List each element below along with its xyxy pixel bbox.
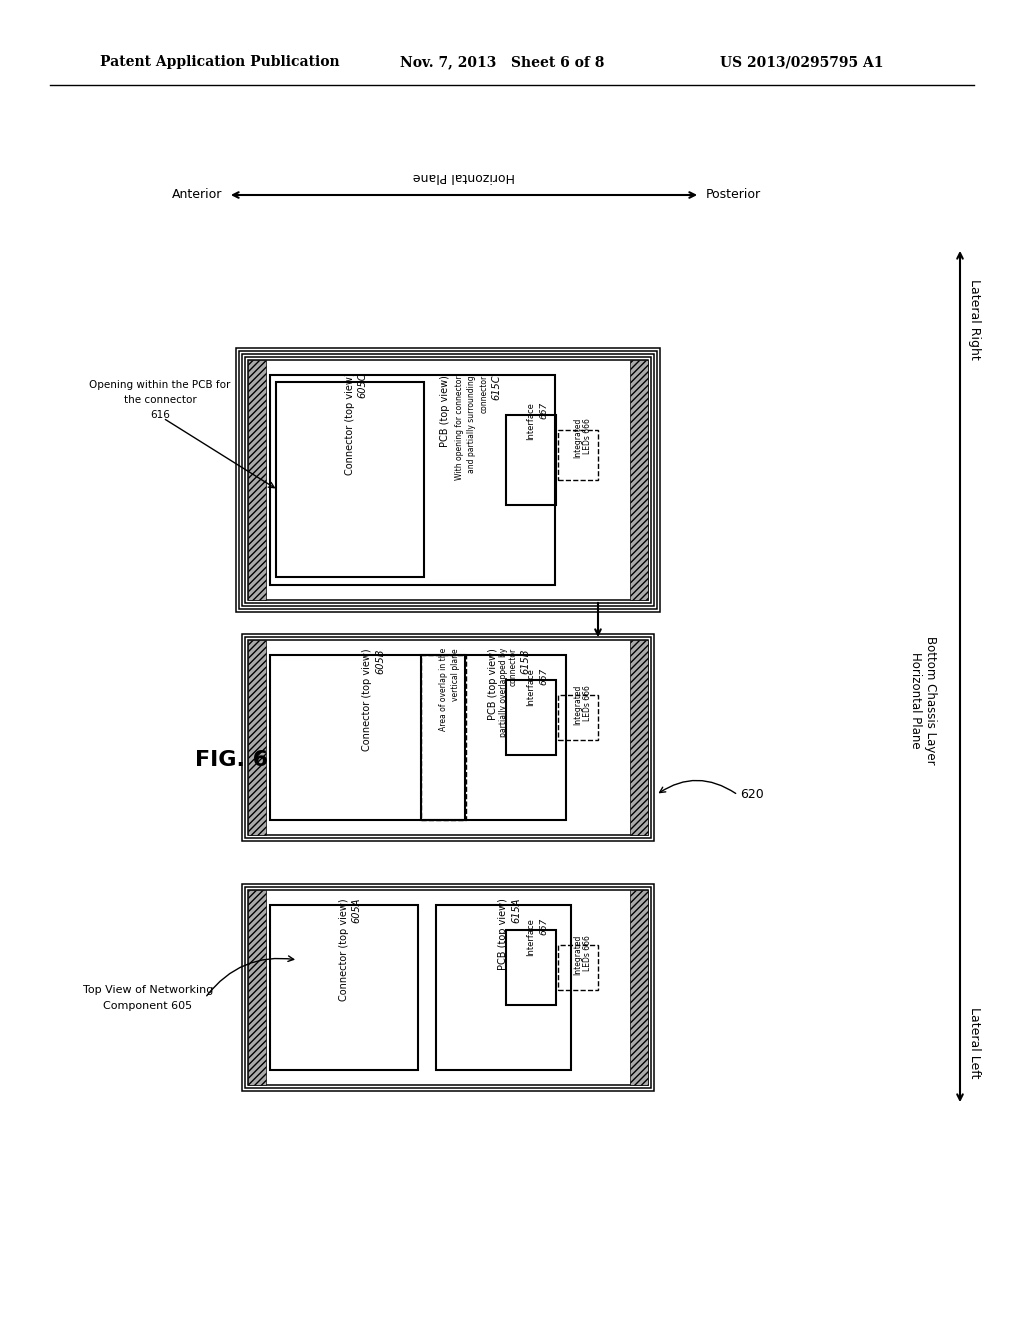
Text: Posterior: Posterior <box>706 189 761 202</box>
Text: 620: 620 <box>740 788 764 801</box>
Bar <box>248 640 648 836</box>
Text: Top View of Networking: Top View of Networking <box>83 985 213 995</box>
Text: Anterior: Anterior <box>172 189 222 202</box>
Text: LEDs 666: LEDs 666 <box>584 418 593 454</box>
Text: US 2013/0295795 A1: US 2013/0295795 A1 <box>720 55 884 69</box>
Bar <box>421 655 466 820</box>
Bar <box>276 381 424 577</box>
Text: 667: 667 <box>540 668 549 685</box>
Text: With opening for connector: With opening for connector <box>456 375 465 479</box>
Bar <box>630 890 648 1085</box>
Text: PCB (top view): PCB (top view) <box>498 898 508 970</box>
Bar <box>248 360 648 601</box>
Text: Bottom Chassis Layer: Bottom Chassis Layer <box>924 636 937 764</box>
Bar <box>245 887 651 1088</box>
Text: partially overlapped by: partially overlapped by <box>499 648 508 738</box>
Text: Integrated: Integrated <box>573 685 583 726</box>
Text: Opening within the PCB for: Opening within the PCB for <box>89 380 230 389</box>
Bar <box>506 931 556 1005</box>
Text: Connector (top view): Connector (top view) <box>345 372 355 475</box>
Text: 605C: 605C <box>357 372 367 397</box>
Bar <box>506 680 556 755</box>
Text: Interface: Interface <box>526 403 536 440</box>
Text: Lateral Right: Lateral Right <box>968 279 981 359</box>
Bar <box>630 360 648 601</box>
Text: connector: connector <box>479 375 488 413</box>
Text: PCB (top view): PCB (top view) <box>440 375 450 447</box>
Text: 667: 667 <box>540 917 549 936</box>
Text: connector: connector <box>509 648 517 686</box>
Text: FIG. 6: FIG. 6 <box>195 750 268 770</box>
Text: Lateral Left: Lateral Left <box>968 1007 981 1078</box>
Bar <box>630 640 648 836</box>
Bar <box>506 414 556 506</box>
Bar <box>236 348 660 612</box>
Bar <box>242 634 654 841</box>
Text: 615C: 615C <box>490 375 501 400</box>
Text: Horizontal Plane: Horizontal Plane <box>413 170 515 183</box>
Bar <box>558 945 598 990</box>
Bar <box>270 655 465 820</box>
Bar <box>436 906 571 1071</box>
Bar <box>242 884 654 1092</box>
Bar <box>421 655 566 820</box>
Text: Connector (top view): Connector (top view) <box>339 898 349 1001</box>
Text: Interface: Interface <box>526 917 536 956</box>
Text: Patent Application Publication: Patent Application Publication <box>100 55 340 69</box>
Bar <box>270 375 555 585</box>
Text: PCB (top view): PCB (top view) <box>488 648 498 719</box>
Text: Horizontal Plane: Horizontal Plane <box>908 652 922 748</box>
Text: Nov. 7, 2013   Sheet 6 of 8: Nov. 7, 2013 Sheet 6 of 8 <box>400 55 604 69</box>
Text: 615A: 615A <box>511 898 521 924</box>
Text: Integrated: Integrated <box>573 935 583 975</box>
Text: Interface: Interface <box>526 668 536 706</box>
Bar <box>248 890 648 1085</box>
Text: Area of overlap in the: Area of overlap in the <box>438 648 447 731</box>
Text: Integrated: Integrated <box>573 418 583 458</box>
Text: Connector (top view): Connector (top view) <box>362 648 372 751</box>
Bar <box>270 906 418 1071</box>
Bar <box>248 360 266 601</box>
Text: 615B: 615B <box>520 648 530 673</box>
Bar <box>239 351 657 609</box>
Text: Component 605: Component 605 <box>103 1001 193 1011</box>
Bar <box>245 638 651 838</box>
Text: 605B: 605B <box>375 648 385 673</box>
Text: LEDs 666: LEDs 666 <box>584 685 593 721</box>
Text: 616: 616 <box>151 411 170 420</box>
Text: and partially surrounding: and partially surrounding <box>468 375 476 473</box>
Bar <box>242 354 654 606</box>
Bar <box>558 430 598 480</box>
Text: 605A: 605A <box>351 898 361 924</box>
Bar <box>558 696 598 741</box>
Text: vertical plane: vertical plane <box>452 648 461 701</box>
Bar <box>248 890 266 1085</box>
Text: LEDs 666: LEDs 666 <box>584 935 593 972</box>
Bar <box>245 356 651 603</box>
Text: 667: 667 <box>540 403 549 420</box>
Bar <box>248 640 266 836</box>
Text: the connector: the connector <box>124 395 197 405</box>
